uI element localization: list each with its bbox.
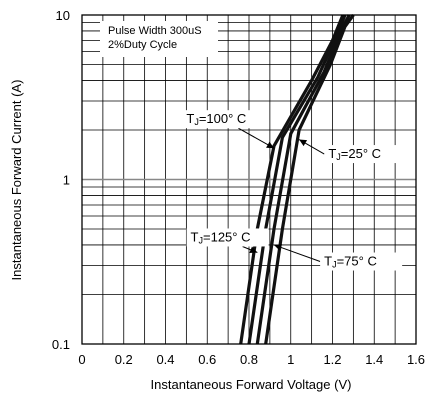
annotation-label-background xyxy=(182,110,265,129)
x-tick-label: 0.8 xyxy=(240,352,258,367)
annotation-label: TJ=75° C xyxy=(324,254,377,270)
legend-box-background xyxy=(100,21,218,57)
x-tick-label: 0.2 xyxy=(115,352,133,367)
x-tick-label: 1.2 xyxy=(323,352,341,367)
annotation-arrow-head xyxy=(249,246,258,254)
series-line xyxy=(247,14,347,345)
x-tick-label: 1 xyxy=(287,352,294,367)
x-tick-label: 0.6 xyxy=(198,352,216,367)
y-tick-label: 1 xyxy=(63,173,70,188)
legend-line-2: 2%Duty Cycle xyxy=(108,39,177,51)
curve-layer xyxy=(239,14,355,345)
annotation-label-background xyxy=(320,252,403,271)
annotation-label: TJ=100° C xyxy=(186,111,246,127)
annotation-layer: TJ=100° C TJ=25° C TJ=125° C TJ=75° C xyxy=(182,110,407,271)
annotation-label: TJ=25° C xyxy=(328,146,381,162)
y-axis-label: Instantaneous Forward Current (A) xyxy=(9,80,24,281)
y-tick-label: 0.1 xyxy=(52,337,70,352)
y-tick-label: 10 xyxy=(56,8,70,23)
legend-box: Pulse Width 300uS 2%Duty Cycle xyxy=(100,21,218,57)
x-tick-label: 0.4 xyxy=(156,352,174,367)
x-tick-label: 0 xyxy=(78,352,85,367)
annotation-label: TJ=125° C xyxy=(191,229,251,245)
annotation-label-background xyxy=(324,145,407,164)
series-line xyxy=(255,14,351,345)
axis-layer: 0 0.2 0.4 0.6 0.8 1 1.2 1.4 1.6 0.1 1 10 xyxy=(52,8,425,367)
annotation-arrow-line xyxy=(273,244,321,262)
x-axis-label: Instantaneous Forward Voltage (V) xyxy=(151,377,352,392)
annotation-arrow-head xyxy=(266,141,275,149)
legend-line-1: Pulse Width 300uS xyxy=(108,25,202,37)
x-tick-label: 1.6 xyxy=(407,352,425,367)
annotation-label-background xyxy=(186,228,269,247)
annotation-arrow-head xyxy=(299,139,308,147)
x-tick-label: 1.4 xyxy=(365,352,383,367)
series-line xyxy=(239,14,345,345)
annotation-arrow-head xyxy=(274,244,283,251)
plot-border xyxy=(81,14,417,345)
